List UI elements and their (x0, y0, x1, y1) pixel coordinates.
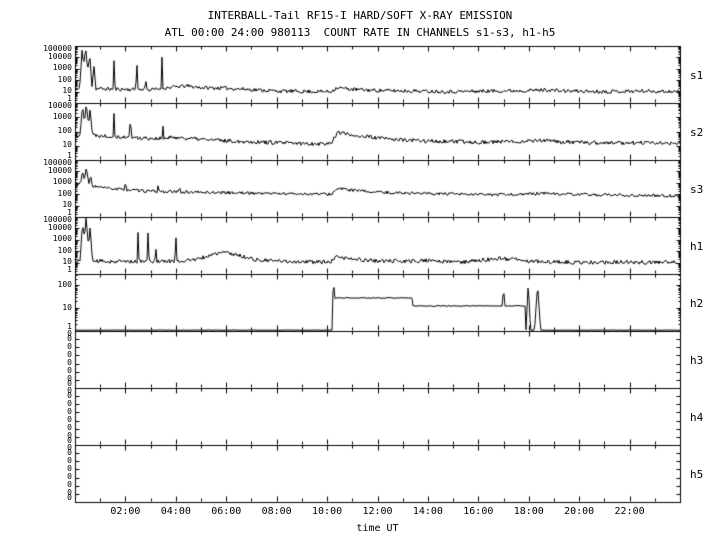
y-tick-label: 10 (62, 257, 72, 267)
y-tick-label: 0 (67, 493, 72, 502)
y-tick-label: 100 (57, 245, 72, 255)
panel-label-s2: s2 (690, 125, 704, 139)
y-tick-label: 100 (57, 188, 72, 198)
y-tick-label: 10000 (47, 222, 72, 232)
y-tick-label: 1 (67, 322, 72, 331)
y-tick-label: 0 (67, 447, 72, 457)
y-tick-label: 0 (67, 379, 72, 388)
x-tick-label: 08:00 (261, 506, 292, 517)
x-tick-label: 02:00 (110, 506, 141, 517)
x-tick-label: 10:00 (312, 506, 343, 517)
x-tick-label: 20:00 (564, 506, 595, 517)
y-tick-label: 10 (62, 200, 72, 210)
y-tick-label: 0 (67, 463, 72, 473)
y-tick-label: 100000 (43, 158, 72, 167)
panel-label-h3: h3 (690, 353, 704, 367)
y-tick-label: 100 (57, 126, 72, 135)
y-tick-label: 0 (67, 341, 72, 351)
y-tick-label: 10000 (47, 165, 72, 175)
y-tick-label: 0 (67, 366, 72, 376)
x-tick-label: 22:00 (614, 506, 645, 517)
y-tick-label: 1000 (52, 234, 72, 244)
panel-label-h4: h4 (690, 410, 704, 424)
panel-label-h2: h2 (690, 296, 704, 310)
x-axis-title: time UT (356, 523, 399, 534)
y-tick-label: 0 (67, 333, 72, 343)
y-tick-label: 1 (67, 208, 72, 217)
y-tick-label: 1 (67, 265, 72, 274)
y-tick-label: 1 (67, 94, 72, 103)
y-tick-label: 0 (67, 406, 72, 416)
y-tick-label: 0 (67, 480, 72, 490)
x-tick-label: 18:00 (513, 506, 544, 517)
y-tick-label: 0 (67, 329, 72, 338)
y-tick-label: 0 (67, 386, 72, 395)
y-tick-label: 1000 (52, 63, 72, 73)
y-tick-label: 0 (67, 431, 72, 441)
y-tick-label: 1000 (52, 177, 72, 187)
y-tick-label: 0 (67, 415, 72, 425)
y-tick-label: 0 (67, 472, 72, 482)
y-tick-label: 1 (67, 151, 72, 160)
panel-label-h1: h1 (690, 239, 704, 253)
y-tick-label: 100 (57, 279, 72, 289)
y-tick-label: 10000 (47, 51, 72, 61)
y-tick-label: 1000 (52, 111, 72, 121)
y-tick-label: 10 (62, 86, 72, 96)
y-tick-label: 100 (57, 74, 72, 84)
y-tick-label: 0 (67, 436, 72, 445)
panel-label-s1: s1 (690, 68, 704, 82)
panel-label-s3: s3 (690, 182, 704, 196)
y-tick-label: 100000 (43, 215, 72, 224)
y-tick-label: 10000 (47, 101, 72, 110)
y-tick-label: 0 (67, 358, 72, 368)
x-tick-label: 12:00 (362, 506, 393, 517)
x-tick-label: 14:00 (412, 506, 443, 517)
x-tick-label: 16:00 (463, 506, 494, 517)
x-tick-label: 06:00 (211, 506, 242, 517)
y-tick-label: 0 (67, 374, 72, 384)
y-tick-label: 10 (62, 140, 72, 150)
panel-label-h5: h5 (690, 467, 704, 481)
y-tick-label: 0 (67, 488, 72, 498)
y-tick-label: 0 (67, 423, 72, 433)
y-tick-label: 0 (67, 443, 72, 452)
y-tick-label: 0 (67, 390, 72, 400)
y-tick-label: 100000 (43, 44, 72, 53)
y-tick-label: 0 (67, 349, 72, 359)
y-tick-label: 10 (62, 302, 72, 312)
x-tick-label: 04:00 (160, 506, 191, 517)
y-tick-label: 0 (67, 398, 72, 408)
y-tick-label: 0 (67, 455, 72, 465)
